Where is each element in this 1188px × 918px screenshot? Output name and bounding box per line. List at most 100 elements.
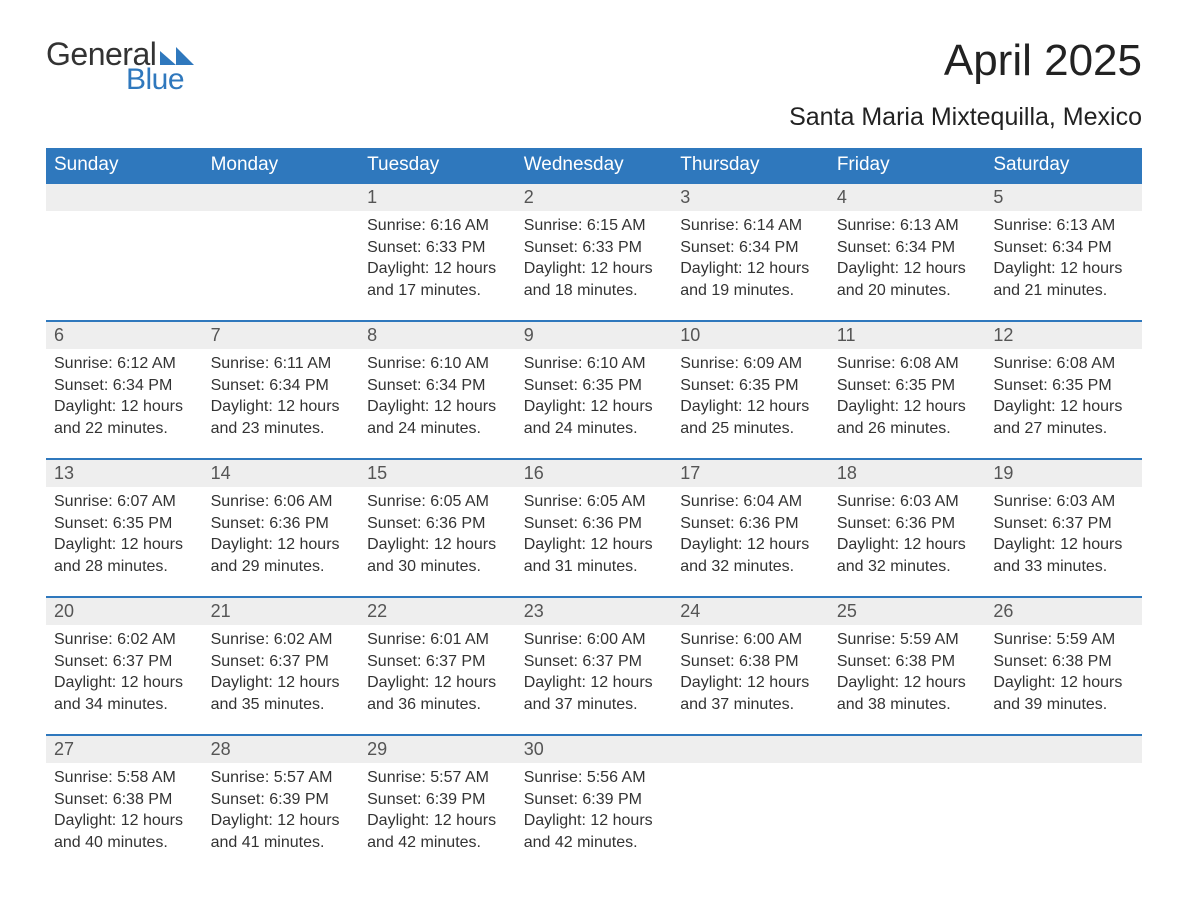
week-4-numbers: 27282930 — [46, 735, 1142, 763]
day-cell: Sunrise: 6:05 AMSunset: 6:36 PMDaylight:… — [359, 487, 516, 597]
sunset-text: Sunset: 6:36 PM — [524, 513, 665, 535]
day-cell: Sunrise: 6:02 AMSunset: 6:37 PMDaylight:… — [46, 625, 203, 735]
day-cell: Sunrise: 6:07 AMSunset: 6:35 PMDaylight:… — [46, 487, 203, 597]
day-cell: Sunrise: 5:56 AMSunset: 6:39 PMDaylight:… — [516, 763, 673, 873]
day-cell: Sunrise: 6:10 AMSunset: 6:34 PMDaylight:… — [359, 349, 516, 459]
day2-text: and 20 minutes. — [837, 280, 978, 302]
day-number: 22 — [359, 597, 516, 625]
sunset-text: Sunset: 6:37 PM — [993, 513, 1134, 535]
day-number — [829, 735, 986, 763]
day1-text: Daylight: 12 hours — [367, 396, 508, 418]
sunrise-text: Sunrise: 6:06 AM — [211, 491, 352, 513]
day-cell: Sunrise: 6:04 AMSunset: 6:36 PMDaylight:… — [672, 487, 829, 597]
day-cell: Sunrise: 6:08 AMSunset: 6:35 PMDaylight:… — [829, 349, 986, 459]
day-cell: Sunrise: 6:03 AMSunset: 6:37 PMDaylight:… — [985, 487, 1142, 597]
day1-text: Daylight: 12 hours — [993, 672, 1134, 694]
sunset-text: Sunset: 6:34 PM — [837, 237, 978, 259]
sunset-text: Sunset: 6:34 PM — [993, 237, 1134, 259]
day-cell — [46, 211, 203, 321]
day2-text: and 34 minutes. — [54, 694, 195, 716]
day1-text: Daylight: 12 hours — [54, 672, 195, 694]
day-cell: Sunrise: 6:06 AMSunset: 6:36 PMDaylight:… — [203, 487, 360, 597]
day-number: 24 — [672, 597, 829, 625]
sunrise-text: Sunrise: 6:02 AM — [54, 629, 195, 651]
sunset-text: Sunset: 6:36 PM — [837, 513, 978, 535]
day2-text: and 28 minutes. — [54, 556, 195, 578]
day-cell — [203, 211, 360, 321]
day2-text: and 27 minutes. — [993, 418, 1134, 440]
day-cell: Sunrise: 6:15 AMSunset: 6:33 PMDaylight:… — [516, 211, 673, 321]
sunrise-text: Sunrise: 6:13 AM — [837, 215, 978, 237]
col-tuesday: Tuesday — [359, 148, 516, 183]
day-cell: Sunrise: 6:14 AMSunset: 6:34 PMDaylight:… — [672, 211, 829, 321]
day-number: 7 — [203, 321, 360, 349]
col-wednesday: Wednesday — [516, 148, 673, 183]
week-2-bodies: Sunrise: 6:07 AMSunset: 6:35 PMDaylight:… — [46, 487, 1142, 597]
sunset-text: Sunset: 6:35 PM — [993, 375, 1134, 397]
sunrise-text: Sunrise: 6:05 AM — [524, 491, 665, 513]
day-cell: Sunrise: 6:08 AMSunset: 6:35 PMDaylight:… — [985, 349, 1142, 459]
day1-text: Daylight: 12 hours — [524, 672, 665, 694]
sunrise-text: Sunrise: 5:56 AM — [524, 767, 665, 789]
logo-word-blue: Blue — [126, 63, 194, 97]
day2-text: and 42 minutes. — [524, 832, 665, 854]
day-cell: Sunrise: 6:02 AMSunset: 6:37 PMDaylight:… — [203, 625, 360, 735]
day-number: 20 — [46, 597, 203, 625]
day2-text: and 26 minutes. — [837, 418, 978, 440]
day-cell — [829, 763, 986, 873]
day1-text: Daylight: 12 hours — [680, 534, 821, 556]
day-number: 30 — [516, 735, 673, 763]
day1-text: Daylight: 12 hours — [993, 396, 1134, 418]
day-number: 18 — [829, 459, 986, 487]
day-number: 17 — [672, 459, 829, 487]
day1-text: Daylight: 12 hours — [367, 810, 508, 832]
sunrise-text: Sunrise: 5:59 AM — [993, 629, 1134, 651]
sunrise-text: Sunrise: 5:58 AM — [54, 767, 195, 789]
title-block: April 2025 — [944, 36, 1142, 86]
day1-text: Daylight: 12 hours — [680, 396, 821, 418]
day2-text: and 37 minutes. — [680, 694, 821, 716]
sunset-text: Sunset: 6:36 PM — [367, 513, 508, 535]
sunrise-text: Sunrise: 6:09 AM — [680, 353, 821, 375]
week-0-numbers: 12345 — [46, 183, 1142, 211]
sunset-text: Sunset: 6:35 PM — [524, 375, 665, 397]
sunrise-text: Sunrise: 6:12 AM — [54, 353, 195, 375]
week-1-numbers: 6789101112 — [46, 321, 1142, 349]
day1-text: Daylight: 12 hours — [524, 534, 665, 556]
col-thursday: Thursday — [672, 148, 829, 183]
day2-text: and 21 minutes. — [993, 280, 1134, 302]
sunset-text: Sunset: 6:36 PM — [680, 513, 821, 535]
sunrise-text: Sunrise: 6:08 AM — [993, 353, 1134, 375]
day1-text: Daylight: 12 hours — [211, 396, 352, 418]
day2-text: and 18 minutes. — [524, 280, 665, 302]
day2-text: and 24 minutes. — [367, 418, 508, 440]
sunset-text: Sunset: 6:36 PM — [211, 513, 352, 535]
day1-text: Daylight: 12 hours — [524, 810, 665, 832]
day-number — [203, 183, 360, 211]
day-cell — [985, 763, 1142, 873]
day1-text: Daylight: 12 hours — [837, 534, 978, 556]
sunset-text: Sunset: 6:35 PM — [54, 513, 195, 535]
day2-text: and 37 minutes. — [524, 694, 665, 716]
sunrise-text: Sunrise: 6:02 AM — [211, 629, 352, 651]
sunset-text: Sunset: 6:34 PM — [680, 237, 821, 259]
sunrise-text: Sunrise: 6:14 AM — [680, 215, 821, 237]
sunset-text: Sunset: 6:38 PM — [993, 651, 1134, 673]
day-number — [46, 183, 203, 211]
day-number: 23 — [516, 597, 673, 625]
day-number — [985, 735, 1142, 763]
sunrise-text: Sunrise: 6:11 AM — [211, 353, 352, 375]
day-cell: Sunrise: 6:12 AMSunset: 6:34 PMDaylight:… — [46, 349, 203, 459]
location-subtitle: Santa Maria Mixtequilla, Mexico — [46, 103, 1142, 132]
day-cell: Sunrise: 6:13 AMSunset: 6:34 PMDaylight:… — [985, 211, 1142, 321]
sunrise-text: Sunrise: 5:57 AM — [211, 767, 352, 789]
day1-text: Daylight: 12 hours — [837, 258, 978, 280]
sunset-text: Sunset: 6:37 PM — [54, 651, 195, 673]
sunrise-text: Sunrise: 6:00 AM — [680, 629, 821, 651]
day1-text: Daylight: 12 hours — [367, 258, 508, 280]
sunrise-text: Sunrise: 6:04 AM — [680, 491, 821, 513]
sunset-text: Sunset: 6:34 PM — [54, 375, 195, 397]
day-number: 2 — [516, 183, 673, 211]
day2-text: and 41 minutes. — [211, 832, 352, 854]
day-number: 14 — [203, 459, 360, 487]
